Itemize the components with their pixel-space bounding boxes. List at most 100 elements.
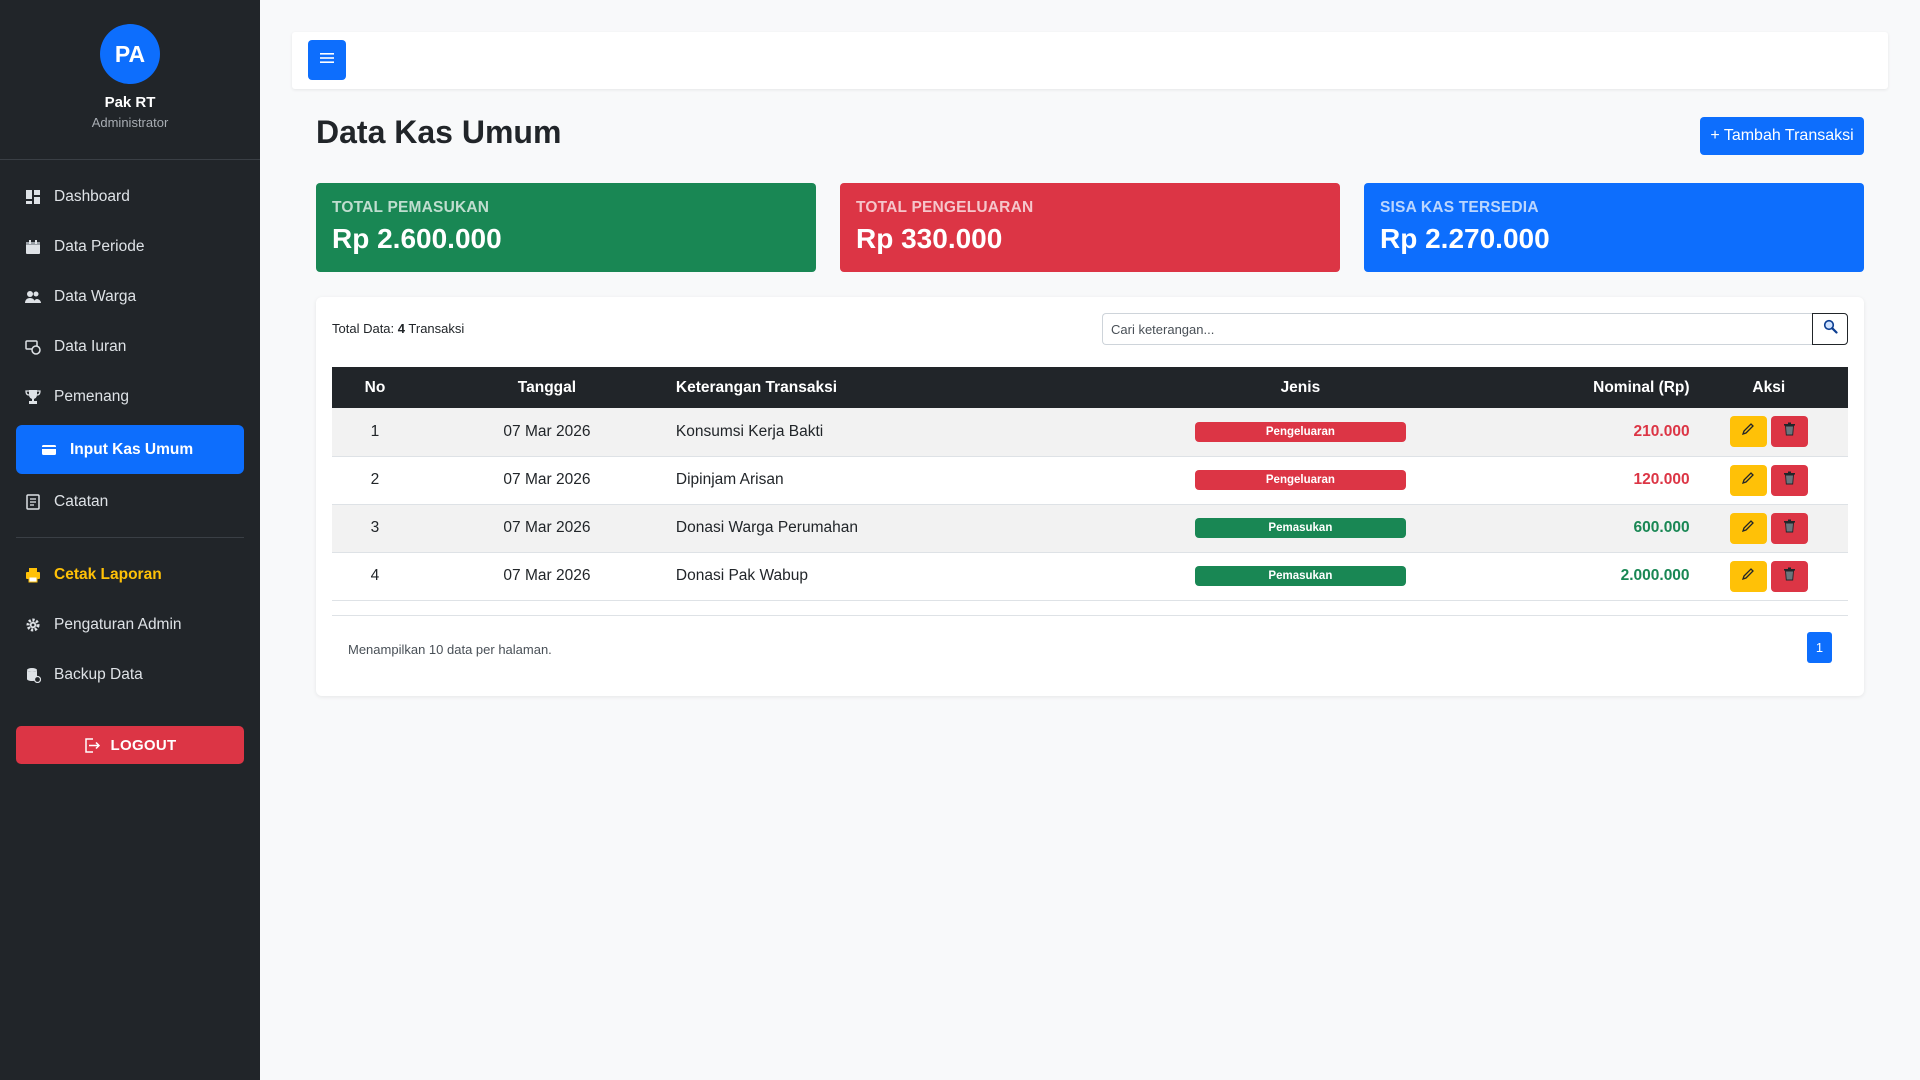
people-icon [24,288,42,306]
sidebar-item-pengaturan-admin[interactable]: Pengaturan Admin [16,600,244,650]
sidebar-divider [16,537,244,538]
table-header-row: No Tanggal Keterangan Transaksi Jenis No… [332,367,1848,408]
sidebar-item-input-kas-umum[interactable]: Input Kas Umum [16,425,244,474]
logout-button[interactable]: LOGOUT [16,726,244,764]
pagination-info: Menampilkan 10 data per halaman. [348,642,552,657]
search-icon [1823,319,1838,339]
dashboard-icon [24,188,42,206]
cell-no: 1 [370,422,380,440]
total-count: 4 [397,321,406,336]
column-header-no: No [364,378,386,396]
cell-actions [1690,408,1848,456]
type-badge: Pengeluaran [1194,421,1406,442]
sidebar-item-label: Pemenang [54,388,129,405]
edit-button[interactable] [1729,464,1767,496]
delete-button[interactable] [1770,464,1808,496]
pencil-icon [1741,519,1755,538]
transactions-card: Total Data: 4 Transaksi No Tanggal Keter… [316,297,1864,696]
column-header-tanggal: Tanggal [517,378,577,396]
sidebar-item-backup-data[interactable]: Backup Data [16,650,244,700]
cash-coin-icon [24,338,42,356]
trash-icon [1783,519,1796,538]
cell-type: Pengeluaran [1110,408,1490,456]
search-input[interactable] [1102,313,1812,345]
table-row: 4 07 Mar 2026 Donasi Pak Wabup Pemasukan… [332,552,1848,600]
table-row: 3 07 Mar 2026 Donasi Warga Perumahan Pem… [332,504,1848,552]
page-title: Data Kas Umum [316,114,562,150]
type-badge: Pemasukan [1194,566,1406,586]
cell-actions [1690,504,1848,552]
pencil-icon [1741,567,1755,586]
add-transaction-button[interactable]: + Tambah Transaksi [1700,117,1864,155]
stat-value: Rp 330.000 [856,223,1003,254]
sidebar-item-label: Data Periode [54,238,145,255]
edit-button[interactable] [1729,560,1767,592]
cell-actions [1690,552,1848,600]
cell-description: Konsumsi Kerja Bakti [675,422,824,440]
card-footer-divider [332,615,1848,616]
type-badge: Pengeluaran [1194,470,1406,490]
database-icon [24,666,42,684]
sidebar-item-data-iuran[interactable]: Data Iuran [16,322,244,372]
profile-name: Pak RT [104,94,156,111]
cell-date: 07 Mar 2026 [503,471,591,488]
column-header-keterangan: Keterangan Transaksi [675,378,838,396]
total-data-summary: Total Data: 4 Transaksi [332,321,464,336]
gear-icon [24,616,42,634]
transactions-table: No Tanggal Keterangan Transaksi Jenis No… [332,367,1848,601]
wallet-icon [40,441,58,459]
logout-icon [84,737,101,753]
avatar: PA [100,24,160,84]
pagination-page-button[interactable]: 1 [1807,632,1832,663]
cell-no: 4 [370,567,380,584]
cell-actions [1690,456,1848,504]
stat-label: TOTAL PENGELUARAN [856,199,1034,216]
delete-button[interactable] [1770,512,1808,544]
cell-amount: 2.000.000 [1620,567,1690,584]
table-row: 1 07 Mar 2026 Konsumsi Kerja Bakti Penge… [332,408,1848,456]
printer-icon [24,566,42,584]
sidebar-item-label: Catatan [54,493,109,510]
type-badge: Pemasukan [1194,518,1406,538]
sidebar-item-catatan[interactable]: Catatan [16,477,244,527]
column-header-aksi: Aksi [1752,378,1786,396]
stat-value: Rp 2.600.000 [332,223,502,254]
trash-icon [1783,422,1796,441]
table-row: 2 07 Mar 2026 Dipinjam Arisan Pengeluara… [332,456,1848,504]
edit-button[interactable] [1729,416,1767,448]
cell-no: 2 [370,471,380,488]
sidebar-item-data-warga[interactable]: Data Warga [16,272,244,322]
stat-value: Rp 2.270.000 [1380,223,1550,254]
stat-label: SISA KAS TERSEDIA [1380,199,1539,216]
pencil-icon [1741,471,1755,490]
sidebar-item-dashboard[interactable]: Dashboard [16,172,244,222]
delete-button[interactable] [1770,560,1808,592]
sidebar: PA Pak RT Administrator Dashboard Data P… [0,0,260,1080]
sidebar-toggle-button[interactable] [308,40,346,80]
edit-button[interactable] [1729,512,1767,544]
sidebar-item-data-periode[interactable]: Data Periode [16,222,244,272]
sidebar-item-label: Dashboard [54,188,130,205]
trash-icon [1783,471,1796,490]
search-group [1102,313,1848,345]
cell-description: Dipinjam Arisan [675,471,784,488]
profile-section: PA Pak RT Administrator [0,0,260,160]
sidebar-item-cetak-laporan[interactable]: Cetak Laporan [16,550,244,600]
sidebar-item-label: Pengaturan Admin [54,616,182,633]
delete-button[interactable] [1770,416,1808,448]
sidebar-item-label: Input Kas Umum [70,440,194,458]
stat-card-income: TOTAL PEMASUKAN Rp 2.600.000 [316,183,816,272]
total-suffix: Transaksi [408,321,465,336]
sidebar-item-label: Data Warga [54,288,137,305]
notes-icon [24,493,42,511]
trash-icon [1783,567,1796,586]
search-button[interactable] [1812,313,1848,345]
calendar-icon [24,238,42,256]
sidebar-item-label: Data Iuran [54,338,127,355]
sidebar-item-pemenang[interactable]: Pemenang [16,372,244,422]
cell-date: 07 Mar 2026 [503,519,591,536]
sidebar-item-label: Backup Data [54,666,143,683]
hamburger-icon [320,51,334,69]
cell-amount: 210.000 [1633,422,1690,440]
top-navbar [292,32,1888,89]
